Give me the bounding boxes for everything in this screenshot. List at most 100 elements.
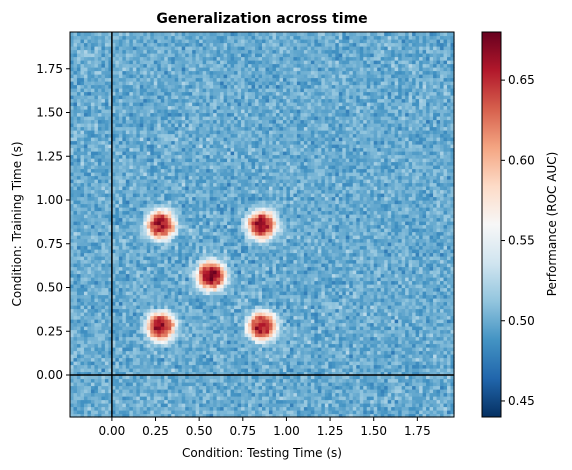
heatmap-cell: [108, 396, 113, 401]
heatmap-cell: [164, 364, 169, 369]
heatmap-cell: [153, 266, 158, 271]
heatmap-cell: [185, 322, 190, 327]
heatmap-cell: [167, 273, 172, 278]
heatmap-cell: [230, 266, 235, 271]
heatmap-cell: [209, 301, 214, 306]
heatmap-cell: [282, 368, 288, 373]
heatmap-cell: [331, 340, 336, 345]
heatmap-cell: [111, 308, 116, 313]
heatmap-cell: [296, 291, 301, 296]
heatmap-cell: [174, 347, 179, 352]
heatmap-cell: [415, 305, 420, 310]
heatmap-cell: [275, 399, 281, 404]
heatmap-cell: [275, 385, 281, 390]
heatmap-cell: [129, 385, 134, 390]
heatmap-cell: [429, 385, 434, 390]
heatmap-cell: [87, 319, 92, 324]
heatmap-cell: [262, 280, 267, 285]
heatmap-cell: [265, 308, 270, 313]
heatmap-cell: [174, 280, 179, 285]
heatmap-cell: [206, 326, 211, 331]
heatmap-cell: [258, 280, 263, 285]
heatmap-cell: [415, 364, 420, 369]
heatmap-cell: [286, 263, 291, 268]
heatmap-cell: [268, 396, 274, 401]
heatmap-cell: [286, 378, 291, 383]
heatmap-cell: [384, 319, 389, 324]
heatmap-cell: [373, 361, 378, 366]
heatmap-cell: [101, 263, 106, 268]
heatmap-cell: [83, 378, 89, 383]
heatmap-cell: [349, 340, 354, 345]
heatmap-cell: [419, 280, 424, 285]
heatmap-cell: [216, 399, 221, 404]
heatmap-cell: [164, 319, 169, 324]
heatmap-cell: [160, 340, 165, 345]
heatmap-cell: [209, 343, 214, 348]
heatmap-cell: [195, 301, 200, 306]
heatmap-cell: [209, 259, 214, 264]
heatmap-cell: [241, 336, 246, 341]
heatmap-cell: [426, 392, 431, 397]
heatmap-cell: [415, 294, 420, 299]
heatmap-cell: [349, 382, 354, 387]
heatmap-cell: [136, 396, 141, 401]
heatmap-cell: [419, 305, 424, 310]
heatmap-cell: [359, 270, 364, 275]
heatmap-cell: [387, 368, 392, 373]
heatmap-cell: [450, 270, 455, 275]
heatmap-cell: [363, 371, 368, 376]
heatmap-cell: [391, 347, 396, 352]
heatmap-cell: [227, 322, 232, 327]
heatmap-cell: [104, 270, 109, 275]
heatmap-cell: [199, 280, 204, 285]
heatmap-cell: [122, 361, 127, 366]
heatmap-cell: [230, 364, 235, 369]
heatmap-cell: [73, 259, 78, 264]
heatmap-cell: [244, 371, 249, 376]
heatmap-cell: [359, 413, 364, 418]
heatmap-cell: [345, 273, 350, 278]
heatmap-cell: [125, 333, 130, 338]
heatmap-cell: [398, 375, 403, 380]
heatmap-cell: [447, 350, 452, 355]
heatmap-cell: [387, 343, 392, 348]
heatmap-cell: [192, 340, 197, 345]
heatmap-cell: [255, 361, 260, 366]
heatmap-cell: [289, 333, 295, 338]
heatmap-cell: [366, 364, 371, 369]
heatmap-cell: [248, 329, 253, 334]
heatmap-cell: [220, 399, 225, 404]
heatmap-cell: [83, 357, 89, 362]
heatmap-cell: [335, 273, 340, 278]
heatmap-cell: [370, 329, 375, 334]
heatmap-cell: [234, 284, 239, 289]
heatmap-cell: [125, 266, 130, 271]
heatmap-cell: [185, 329, 190, 334]
heatmap-cell: [80, 403, 85, 408]
heatmap-cell: [293, 350, 298, 355]
heatmap-cell: [321, 333, 326, 338]
heatmap-cell: [394, 389, 399, 394]
heatmap-cell: [237, 266, 242, 271]
heatmap-cell: [440, 364, 445, 369]
heatmap-cell: [282, 322, 288, 327]
heatmap-cell: [153, 378, 158, 383]
heatmap-cell: [90, 413, 96, 418]
heatmap-cell: [101, 277, 106, 282]
heatmap-cell: [391, 336, 396, 341]
heatmap-cell: [251, 406, 256, 411]
heatmap-cell: [227, 354, 232, 359]
heatmap-cell: [206, 294, 211, 299]
heatmap-cell: [132, 406, 137, 411]
heatmap-cell: [272, 322, 277, 327]
heatmap-cell: [108, 312, 113, 317]
heatmap-cell: [199, 410, 204, 415]
heatmap-cell: [83, 312, 89, 317]
heatmap-cell: [352, 371, 357, 376]
heatmap-cell: [70, 371, 75, 376]
heatmap-cell: [415, 350, 420, 355]
heatmap-cell: [118, 266, 123, 271]
heatmap-cell: [328, 361, 333, 366]
heatmap-cell: [115, 361, 120, 366]
